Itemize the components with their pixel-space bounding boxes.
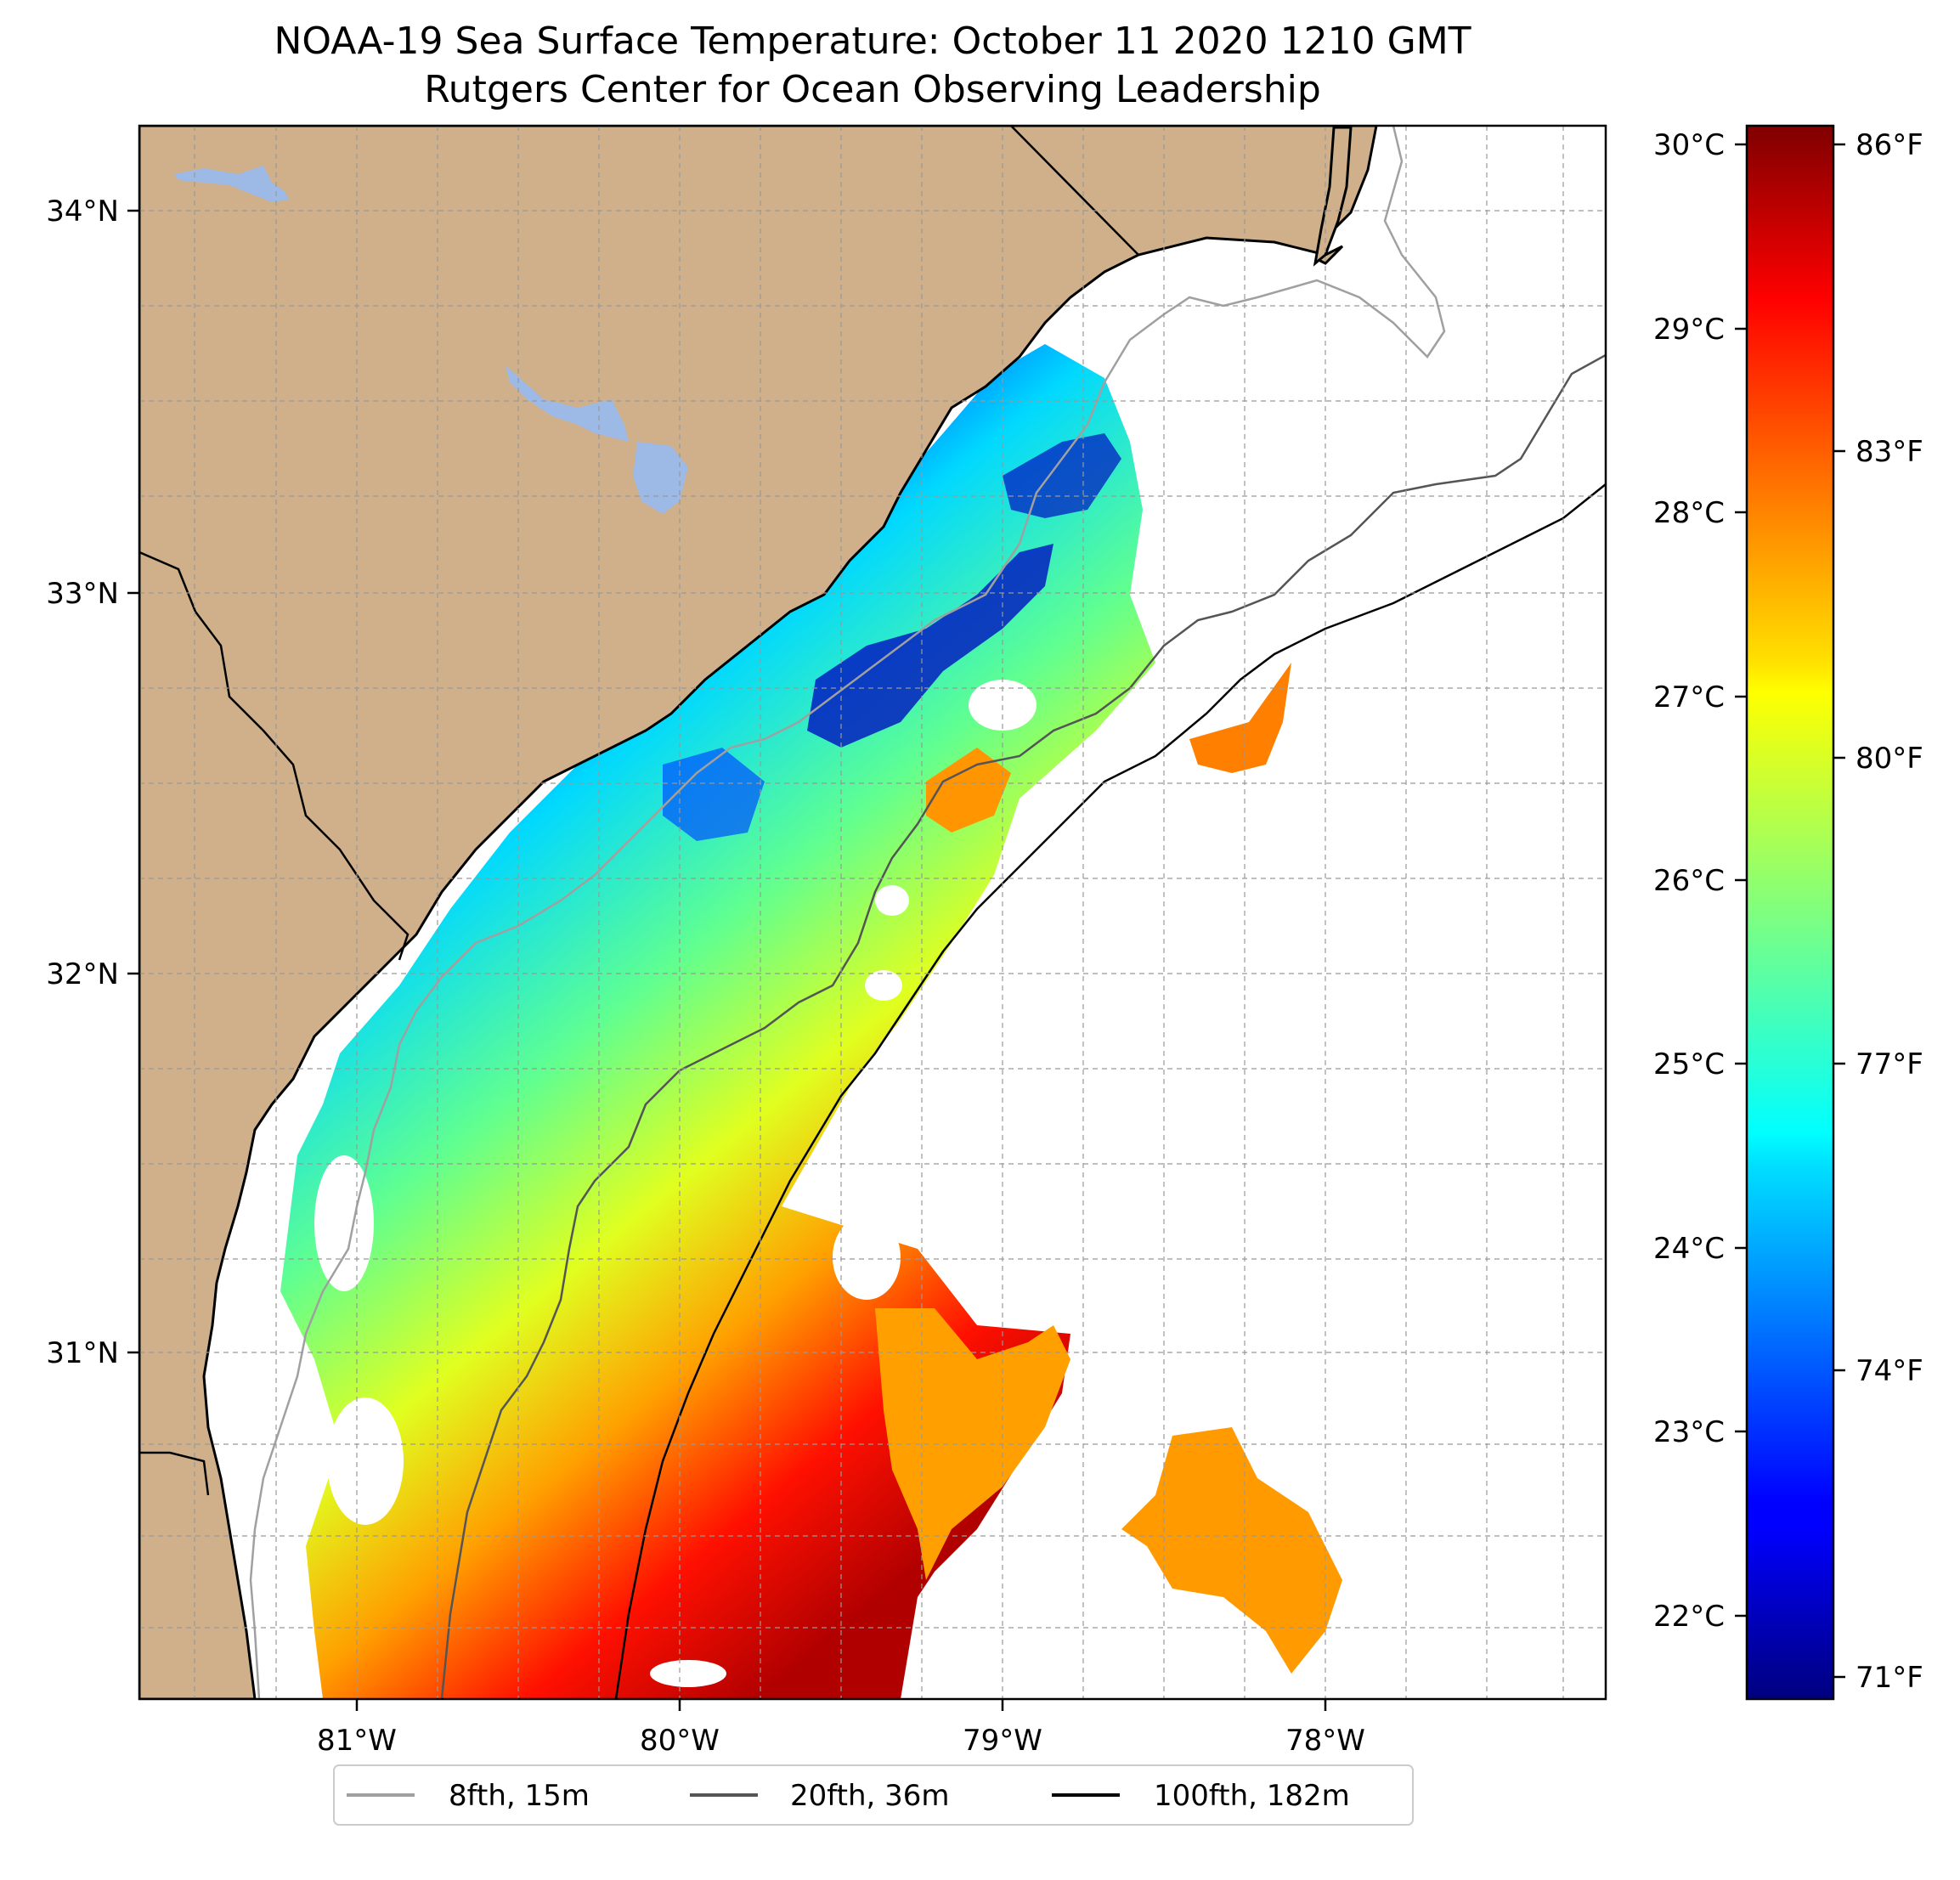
- colorbar-fahrenheit-label: 71°F: [1856, 1661, 1923, 1695]
- state-border-ga-fl: [139, 1451, 210, 1496]
- land: [139, 126, 1378, 1699]
- colorbar-fahrenheit-label: 83°F: [1856, 435, 1923, 469]
- colorbar-fahrenheit-label: 86°F: [1856, 128, 1923, 162]
- coast-island: [1313, 126, 1353, 267]
- colorbar: 30°C 29°C 28°C 27°C 26°C 25°C 24°C 23°C …: [1653, 124, 1923, 1701]
- legend-label-20fth: 20fth, 36m: [790, 1779, 950, 1813]
- colorbar-celsius-label: 27°C: [1653, 680, 1725, 714]
- chart-title-line2: Rutgers Center for Ocean Observing Leade…: [424, 68, 1321, 111]
- legend-label-8fth: 8fth, 15m: [449, 1779, 590, 1813]
- colorbar-celsius-label: 25°C: [1653, 1047, 1725, 1081]
- colorbar-celsius-label: 26°C: [1653, 864, 1725, 898]
- colorbar-celsius-label: 29°C: [1653, 313, 1725, 347]
- cold-patch: [807, 544, 1053, 748]
- legend-label-100fth: 100fth, 182m: [1154, 1779, 1350, 1813]
- colorbar-fahrenheit-ticks: [1833, 143, 1845, 1679]
- colorbar-celsius-label: 24°C: [1653, 1232, 1725, 1266]
- colorbar-celsius-ticks: [1735, 143, 1747, 1617]
- no-data-area: [314, 1155, 374, 1291]
- colorbar-gradient: [1745, 124, 1835, 1701]
- lat-tick-label: 33°N: [46, 577, 119, 611]
- isobath-20fth: [440, 353, 1606, 1699]
- colorbar-celsius-label: 22°C: [1653, 1600, 1725, 1634]
- lon-tick-label: 80°W: [640, 1724, 720, 1758]
- colorbar-celsius-label: 23°C: [1653, 1415, 1725, 1449]
- lon-tick-label: 78°W: [1285, 1724, 1365, 1758]
- warm-patch: [926, 748, 1011, 833]
- warm-patch: [1189, 663, 1291, 773]
- gridlines: [139, 126, 1606, 1699]
- lon-tick-label: 81°W: [317, 1724, 397, 1758]
- colorbar-fahrenheit-label: 77°F: [1856, 1047, 1923, 1081]
- lake: [506, 365, 629, 442]
- chart-title-line1: NOAA-19 Sea Surface Temperature: October…: [274, 20, 1471, 63]
- warm-patch: [1121, 1427, 1342, 1674]
- colorbar-celsius-label: 28°C: [1653, 496, 1725, 530]
- state-border-nc-sc: [1010, 126, 1139, 256]
- no-data-area: [875, 885, 909, 916]
- isobath-8fth: [249, 126, 1446, 1699]
- lat-tick-label: 31°N: [46, 1336, 119, 1370]
- no-data-area: [833, 1215, 901, 1300]
- colorbar-celsius-label: 30°C: [1653, 128, 1725, 162]
- lat-tick-label: 34°N: [46, 195, 119, 229]
- legend-box: [333, 1764, 1414, 1826]
- colorbar-fahrenheit-label: 80°F: [1856, 742, 1923, 776]
- no-data-area: [650, 1660, 726, 1687]
- lat-tick-label: 32°N: [46, 957, 119, 991]
- isobath-100fth: [614, 483, 1606, 1699]
- no-data-area: [865, 970, 902, 1001]
- cold-patch: [1003, 433, 1121, 518]
- cold-patch: [663, 748, 765, 841]
- isobath-legend: 8fth, 15m 20fth, 36m 100fth, 182m: [333, 1764, 1414, 1826]
- colorbar-fahrenheit-label: 74°F: [1856, 1354, 1923, 1388]
- state-border-sc-ga: [139, 550, 410, 961]
- lon-tick-label: 79°W: [963, 1724, 1042, 1758]
- map-frame: [138, 124, 1607, 1701]
- no-data-area: [327, 1397, 404, 1525]
- axis-ticks: [127, 209, 1327, 1711]
- lake: [174, 166, 289, 202]
- map-panel: [139, 126, 1606, 1699]
